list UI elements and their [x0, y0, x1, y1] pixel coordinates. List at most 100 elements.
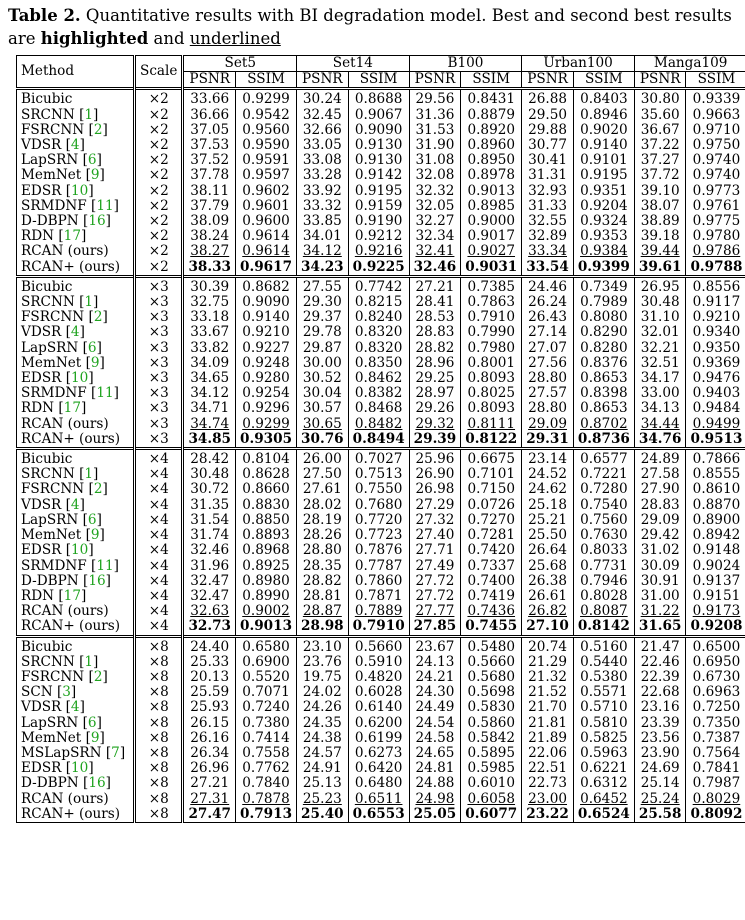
ssim-cell: 0.5440	[572, 653, 635, 670]
citation-link[interactable]: 17	[63, 400, 81, 417]
ssim-cell: 0.8142	[572, 619, 635, 637]
metric-value: 23.10	[302, 638, 342, 655]
metric-value: 0.8660	[242, 481, 290, 498]
citation-link[interactable]: 17	[63, 587, 81, 604]
metric-value: 34.09	[190, 354, 230, 371]
citation-link[interactable]: 17	[63, 228, 81, 245]
psnr-cell: 26.88	[521, 87, 574, 108]
psnr-cell: 37.79	[181, 198, 236, 215]
scale-cell: ×4	[132, 467, 183, 483]
psnr-cell: 27.50	[296, 467, 349, 483]
citation-link[interactable]: 10	[71, 182, 89, 199]
psnr-cell: 23.90	[633, 745, 686, 762]
metric-value: 0.8879	[467, 106, 516, 123]
ssim-cell: 0.9002	[235, 604, 297, 620]
psnr-cell: 31.10	[633, 310, 686, 326]
psnr-cell: 24.65	[408, 745, 461, 762]
ssim-cell: 0.8920	[460, 122, 522, 139]
metric-value: 0.6963	[692, 684, 741, 701]
psnr-cell: 29.50	[521, 107, 574, 123]
citation-link[interactable]: 16	[88, 213, 106, 230]
metric-value: 0.5440	[580, 653, 628, 670]
ssim-cell: 0.9740	[685, 153, 745, 169]
citation-link[interactable]: 2	[93, 121, 103, 138]
method-name: D-DBPN	[21, 775, 83, 792]
ssim-cell: 0.8702	[572, 416, 635, 432]
metric-value: 0.8001	[467, 354, 516, 371]
metric-value: 0.9780	[692, 228, 741, 245]
metric-value: 0.7150	[467, 481, 516, 498]
psnr-cell: 24.30	[408, 685, 461, 701]
citation-link[interactable]: 9	[90, 354, 100, 371]
psnr-cell: 31.31	[521, 168, 574, 184]
citation-link[interactable]: 10	[71, 370, 89, 387]
metric-value: 27.32	[415, 511, 455, 528]
citation-link[interactable]: 10	[71, 760, 89, 777]
metric-value: 0.9195	[580, 167, 628, 184]
citation-link[interactable]: 4	[70, 137, 80, 154]
citation-link[interactable]: 2	[93, 309, 103, 326]
ssim-cell: 0.7420	[460, 543, 522, 559]
citation-link[interactable]: 9	[90, 167, 100, 184]
citation-link[interactable]: 16	[88, 775, 106, 792]
metric-value: 0.9204	[580, 197, 628, 214]
ssim-cell: 0.8093	[460, 401, 522, 417]
citation-link[interactable]: 16	[88, 572, 106, 589]
psnr-cell: 33.32	[296, 198, 349, 215]
caption-text-2: and	[148, 29, 190, 48]
citation-link[interactable]: 11	[96, 385, 114, 402]
ssim-cell: 0.8653	[572, 401, 635, 417]
psnr-cell: 25.93	[181, 700, 236, 716]
table-row: MemNet [9] ×4 31.74 0.8893 28.26 0.7723 27.40 0…	[16, 527, 745, 544]
citation-link[interactable]: 6	[87, 714, 97, 731]
citation-link[interactable]: 10	[71, 542, 89, 559]
citation-link[interactable]: 4	[70, 324, 80, 341]
citation-link[interactable]: 2	[93, 481, 103, 498]
citation-link[interactable]: 9	[90, 729, 100, 746]
metric-value: 0.9117	[692, 294, 741, 311]
psnr-cell: 37.27	[633, 153, 686, 169]
metric-value: 0.8092	[690, 805, 743, 822]
ssim-cell: 0.7987	[685, 776, 745, 792]
metric-value: 0.8653	[580, 370, 628, 387]
ssim-cell: 0.8968	[235, 543, 297, 559]
citation-link[interactable]: 1	[84, 294, 94, 311]
psnr-cell: 22.06	[521, 745, 574, 762]
citation-link[interactable]: 4	[70, 699, 80, 716]
method-cell: LapSRN [6]	[16, 714, 135, 731]
citation-link[interactable]: 7	[111, 744, 120, 761]
metric-value: 0.7101	[467, 466, 516, 483]
metric-value: 0.7250	[692, 699, 741, 716]
psnr-cell: 32.46	[181, 543, 236, 559]
citation-link[interactable]: 6	[87, 152, 97, 169]
citation-link[interactable]: 9	[90, 527, 100, 544]
citation-link[interactable]: 6	[87, 339, 97, 356]
scale-cell: ×2	[132, 107, 183, 123]
ssim-cell: 0.7841	[685, 761, 745, 777]
table-row: RCAN (ours) ×4 32.63 0.9002 28.87 0.7889 27.77…	[16, 603, 745, 620]
metric-value: 0.6221	[580, 760, 628, 777]
ssim-cell: 0.9499	[685, 416, 745, 432]
psnr-cell: 23.56	[633, 730, 686, 746]
psnr-cell: 26.64	[521, 543, 574, 559]
citation-link[interactable]: 11	[96, 557, 114, 574]
method-cell: MemNet [9]	[16, 354, 135, 372]
citation-link[interactable]: 6	[87, 511, 97, 528]
metric-value: 0.6950	[692, 653, 741, 670]
metric-value: 0.7560	[580, 511, 628, 528]
citation-link[interactable]: 3	[62, 684, 71, 701]
citation-link[interactable]: 2	[93, 668, 103, 685]
citation-link[interactable]: 1	[84, 106, 94, 123]
ssim-cell: 0.7871	[347, 588, 410, 605]
ssim-cell: 0.9597	[235, 168, 297, 184]
ssim-cell: 0.6028	[347, 685, 410, 701]
ssim-cell: 0.8280	[572, 340, 635, 356]
scale-cell: ×2	[132, 122, 183, 139]
citation-link[interactable]: 11	[96, 197, 114, 214]
metric-value: 32.27	[415, 213, 455, 230]
citation-link[interactable]: 1	[84, 466, 94, 483]
method-cell: D-DBPN [16]	[16, 213, 135, 230]
citation-link[interactable]: 1	[84, 653, 94, 670]
method-cell: RCAN (ours)	[16, 416, 135, 432]
citation-link[interactable]: 4	[70, 496, 80, 513]
